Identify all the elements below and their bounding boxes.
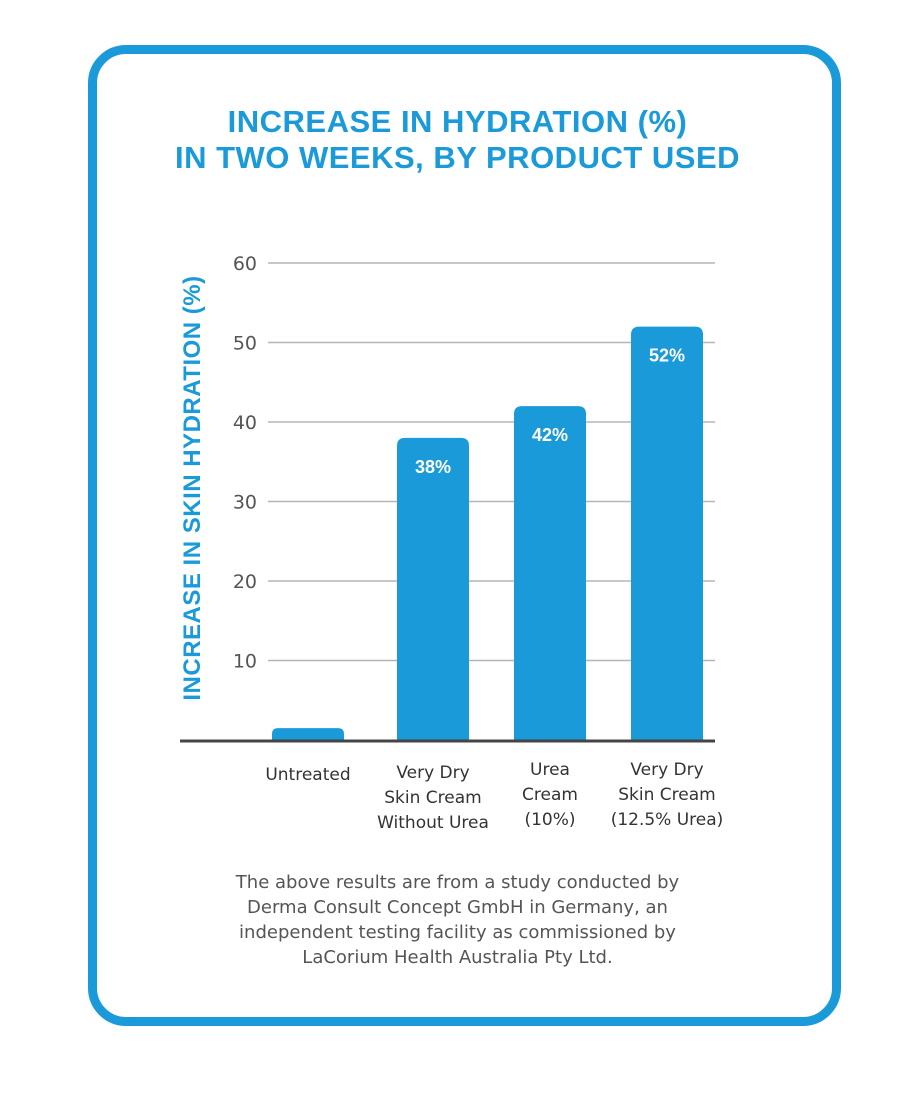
bar-very-dry-12-5-urea bbox=[631, 326, 703, 740]
bar-value-label-very-dry-without-urea: 38% bbox=[415, 457, 451, 477]
x-category-label-line: Urea bbox=[530, 760, 570, 780]
y-tick-label-30: 30 bbox=[233, 492, 257, 514]
x-category-label-line: (10%) bbox=[524, 810, 575, 830]
x-category-label-line: Very Dry bbox=[396, 763, 469, 783]
x-category-label-very-dry-12-5-urea: Very Dry Skin Cream (12.5% Urea) bbox=[611, 760, 724, 830]
footnote-line-1: The above results are from a study condu… bbox=[235, 872, 680, 893]
x-category-label-urea-cream-10: Urea Cream (10%) bbox=[522, 760, 578, 830]
x-category-label-line: Without Urea bbox=[377, 813, 489, 833]
footnote-line-3: independent testing facility as commissi… bbox=[239, 922, 676, 943]
y-tick-label-60: 60 bbox=[233, 253, 257, 275]
x-category-label-line: Skin Cream bbox=[384, 788, 481, 808]
x-category-label-line: Cream bbox=[522, 785, 578, 805]
footnote-line-4: LaCorium Health Australia Pty Ltd. bbox=[302, 947, 613, 968]
study-footnote: The above results are from a study condu… bbox=[180, 870, 735, 970]
x-category-label-line: (12.5% Urea) bbox=[611, 810, 724, 830]
chart-title-line-1: INCREASE IN HYDRATION (%) bbox=[227, 104, 688, 139]
y-tick-label-20: 20 bbox=[233, 571, 257, 593]
bar-very-dry-without-urea bbox=[397, 437, 469, 740]
bar-untreated bbox=[272, 728, 344, 740]
footnote-line-2: Derma Consult Concept GmbH in Germany, a… bbox=[247, 897, 668, 918]
chart-title-line-2: IN TWO WEEKS, BY PRODUCT USED bbox=[174, 140, 741, 175]
bar-value-label-very-dry-12-5-urea: 52% bbox=[649, 346, 685, 366]
y-tick-label-50: 50 bbox=[233, 333, 257, 355]
y-axis-title: INCREASE IN SKIN HYDRATION (%) bbox=[179, 275, 206, 700]
bar-value-label-urea-cream-10: 42% bbox=[532, 425, 568, 445]
y-tick-label-40: 40 bbox=[233, 412, 257, 434]
x-category-label-untreated: Untreated bbox=[265, 765, 350, 785]
x-category-label-line: Untreated bbox=[265, 765, 350, 785]
x-category-label-very-dry-without-urea: Very Dry Skin Cream Without Urea bbox=[377, 763, 489, 833]
x-category-label-line: Very Dry bbox=[630, 760, 703, 780]
y-tick-label-10: 10 bbox=[233, 651, 257, 673]
bar-urea-cream-10 bbox=[514, 406, 586, 740]
chart-title: INCREASE IN HYDRATION (%) IN TWO WEEKS, … bbox=[0, 104, 915, 176]
x-category-label-line: Skin Cream bbox=[618, 785, 715, 805]
